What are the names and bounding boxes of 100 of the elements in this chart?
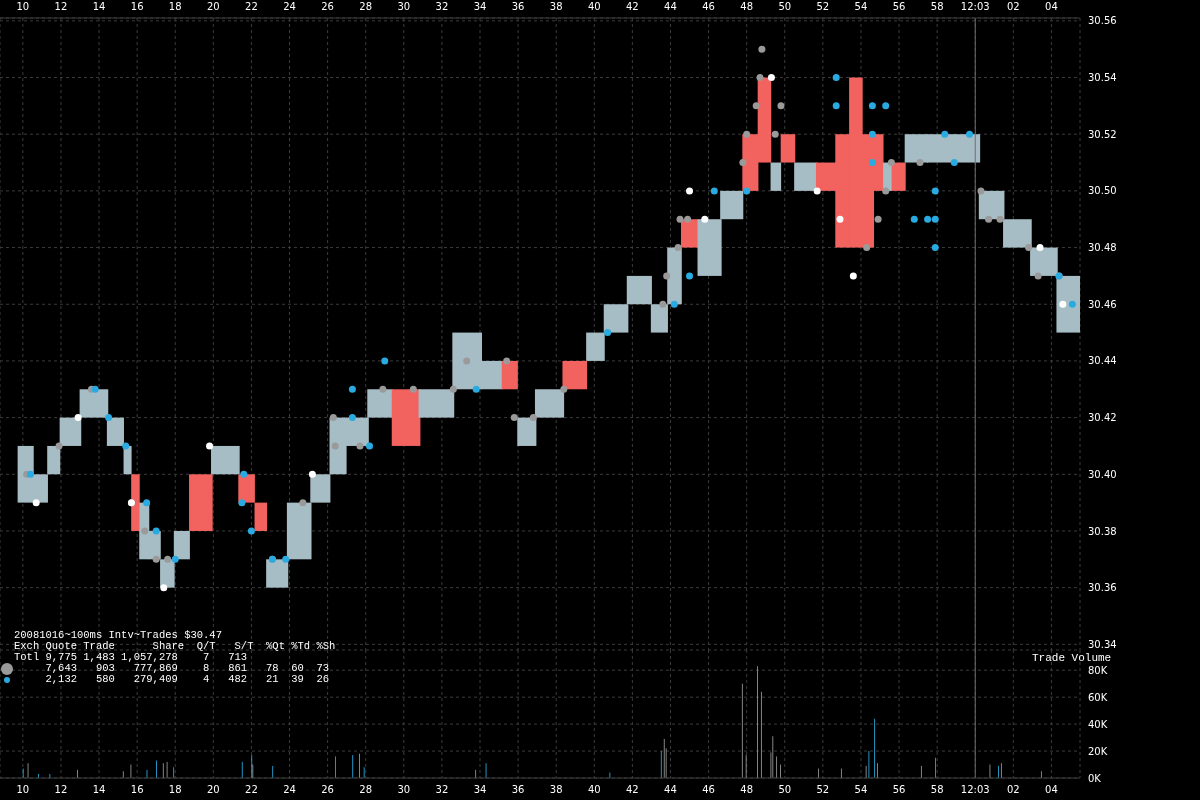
point bbox=[710, 187, 718, 195]
point bbox=[674, 244, 682, 252]
point bbox=[282, 555, 290, 563]
x-tick-label: 14 bbox=[92, 784, 106, 796]
point bbox=[240, 470, 248, 478]
x-tick-label: 22 bbox=[245, 784, 258, 796]
point bbox=[676, 215, 684, 223]
x-tick-label: 38 bbox=[549, 784, 563, 796]
chart-title: Trade Volume bbox=[1032, 652, 1112, 664]
x-tick-label: 16 bbox=[130, 784, 144, 796]
point bbox=[813, 187, 821, 195]
x-tick-label: 54 bbox=[854, 1, 868, 12]
x-tick-label: 18 bbox=[168, 1, 182, 12]
x-tick-label: 50 bbox=[778, 784, 792, 796]
point bbox=[379, 385, 387, 393]
point bbox=[684, 215, 692, 223]
point bbox=[1036, 244, 1044, 252]
x-tick-label: 10 bbox=[16, 1, 30, 12]
point bbox=[331, 442, 339, 450]
x-tick-label: 26 bbox=[321, 1, 334, 12]
x-tick-label: 12:03 bbox=[960, 784, 990, 796]
x-tick-label: 42 bbox=[626, 784, 639, 796]
y-tick-label: 20K bbox=[1088, 745, 1108, 757]
x-tick-label: 32 bbox=[435, 1, 449, 12]
x-tick-label: 30 bbox=[397, 784, 411, 796]
x-tick-label: 20 bbox=[206, 1, 220, 12]
x-tick-label: 28 bbox=[359, 784, 373, 796]
point bbox=[529, 414, 537, 422]
point bbox=[756, 74, 764, 82]
x-tick-label: 12:03 bbox=[960, 1, 990, 12]
point bbox=[238, 499, 246, 507]
point bbox=[924, 215, 932, 223]
x-tick-label: 20 bbox=[206, 784, 220, 796]
y-tick-label: 30.40 bbox=[1088, 468, 1117, 480]
point bbox=[449, 385, 457, 393]
point bbox=[882, 187, 890, 195]
point bbox=[931, 215, 939, 223]
point bbox=[874, 215, 882, 223]
x-tick-label: 04 bbox=[1045, 1, 1058, 12]
x-tick-label: 38 bbox=[549, 1, 563, 12]
point bbox=[743, 187, 751, 195]
x-tick-label: 02 bbox=[1006, 784, 1020, 796]
point bbox=[381, 357, 389, 365]
x-tick-label: 24 bbox=[283, 1, 296, 12]
point bbox=[863, 244, 871, 252]
y-tick-label: 30.46 bbox=[1088, 298, 1117, 310]
point bbox=[503, 357, 511, 365]
y-tick-label: 40K bbox=[1088, 718, 1108, 730]
annotation: Exch Quote Trade Share Q/T S/T %Qt %Td %Sh bbox=[14, 640, 336, 652]
point bbox=[868, 159, 876, 167]
point bbox=[74, 414, 82, 422]
point bbox=[966, 130, 974, 138]
point bbox=[832, 74, 840, 82]
x-tick-label: 10 bbox=[16, 784, 30, 796]
point bbox=[910, 215, 918, 223]
point bbox=[1034, 272, 1042, 280]
point bbox=[206, 442, 214, 450]
y-tick-label: 30.48 bbox=[1088, 242, 1117, 254]
annotation: 7,643 903 777,869 8 861 78 60 73 bbox=[44, 662, 331, 674]
point bbox=[1059, 300, 1067, 308]
x-tick-label: 14 bbox=[92, 1, 106, 12]
point bbox=[122, 442, 130, 450]
point bbox=[510, 414, 518, 422]
x-tick-label: 04 bbox=[1045, 784, 1058, 796]
x-tick-label: 58 bbox=[930, 784, 944, 796]
point bbox=[348, 414, 356, 422]
point bbox=[1068, 300, 1076, 308]
point bbox=[409, 385, 417, 393]
point bbox=[663, 272, 671, 280]
point bbox=[916, 159, 924, 167]
point bbox=[985, 215, 993, 223]
x-tick-label: 12 bbox=[54, 784, 68, 796]
x-tick-label: 34 bbox=[473, 1, 487, 12]
point bbox=[996, 215, 1004, 223]
point bbox=[247, 527, 255, 535]
y-tick-label: 30.56 bbox=[1088, 15, 1117, 27]
y-tick-label: 60K bbox=[1088, 691, 1108, 703]
y-tick-label: 30.44 bbox=[1088, 355, 1117, 367]
point bbox=[91, 385, 99, 393]
x-tick-label: 40 bbox=[587, 784, 601, 796]
point bbox=[950, 159, 958, 167]
point bbox=[171, 555, 179, 563]
x-tick-label: 26 bbox=[321, 784, 334, 796]
x-tick-label: 24 bbox=[283, 784, 296, 796]
x-tick-label: 30 bbox=[397, 1, 411, 12]
x-tick-label: 46 bbox=[702, 1, 715, 12]
x-tick-label: 52 bbox=[816, 784, 830, 796]
point bbox=[686, 187, 694, 195]
point bbox=[164, 555, 172, 563]
point bbox=[670, 300, 678, 308]
point bbox=[356, 442, 364, 450]
x-tick-label: 56 bbox=[892, 784, 906, 796]
point bbox=[868, 102, 876, 110]
text: 20081016~100ms Intv~Trades $30.47 bbox=[14, 629, 223, 641]
point bbox=[701, 215, 709, 223]
y-tick-label: 30.36 bbox=[1088, 582, 1117, 594]
point bbox=[849, 272, 857, 280]
point bbox=[739, 159, 747, 167]
point bbox=[758, 45, 766, 53]
x-tick-label: 48 bbox=[740, 1, 754, 12]
